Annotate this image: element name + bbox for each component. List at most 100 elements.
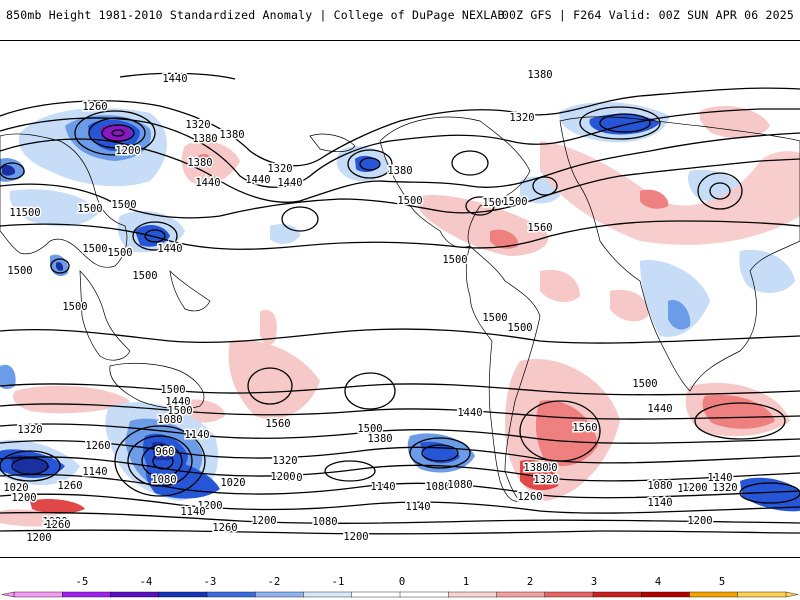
colorbar-tick-label: -3 xyxy=(204,576,217,588)
coastline xyxy=(309,133,356,153)
colorbar-arrow-right xyxy=(785,591,799,598)
contour-label: 1500 xyxy=(132,270,157,282)
contour-label: 1080 xyxy=(647,480,672,492)
anomaly-blob xyxy=(13,385,130,414)
contour-label: 1080 xyxy=(312,516,337,528)
contour-label: 1440 xyxy=(457,407,482,419)
anomaly-blob xyxy=(0,364,16,390)
anomaly-blob xyxy=(2,164,16,176)
contour-ring xyxy=(127,435,193,487)
contour-line xyxy=(0,473,800,499)
anomaly-blob xyxy=(699,106,770,139)
contour-line xyxy=(0,383,800,396)
contour-line xyxy=(0,529,800,535)
contour-label: 1500 xyxy=(357,423,382,435)
colorbar-segment xyxy=(158,591,208,598)
contour-label: 1500 xyxy=(482,197,507,209)
contour-ring xyxy=(344,372,396,410)
contour-line xyxy=(0,423,800,444)
contour-ring xyxy=(465,196,495,216)
contour-label: 1500 xyxy=(77,203,102,215)
colorbar-tick-label: 2 xyxy=(527,576,533,588)
map-panel: 1440 1380 1260 1320 1380 1200 1380 1320 1440 1440… xyxy=(0,40,800,558)
anomaly-blob xyxy=(668,300,691,330)
colorbar-tick-label: -4 xyxy=(140,576,153,588)
coastline xyxy=(0,133,128,268)
contour-ring xyxy=(132,221,178,251)
contour-ring xyxy=(709,182,731,200)
contour-label: 1260 xyxy=(677,483,702,495)
colorbar-segments xyxy=(1,591,799,598)
contour-label: 1320 xyxy=(267,163,292,175)
contour-label: 1140 xyxy=(180,506,205,518)
anomaly-blob xyxy=(56,262,64,271)
anomaly-blob xyxy=(355,155,380,173)
map-title: 850mb Height 1981-2010 Standardized Anom… xyxy=(6,8,505,22)
anomaly-map: 1440 1380 1260 1320 1380 1200 1380 1320 1440 1440… xyxy=(0,68,800,546)
colorbar-segment xyxy=(62,591,112,598)
contour-ring xyxy=(579,106,661,140)
coastline xyxy=(465,245,541,502)
colorbar-tick-label: -1 xyxy=(332,576,345,588)
anomaly-blob xyxy=(540,141,800,245)
contour-label: 1140 xyxy=(370,481,395,493)
colorbar-graphic: -5 -4 -3 -2 -1 0 1 2 3 4 5 xyxy=(1,576,799,598)
contour-label: 1380 xyxy=(192,133,217,145)
anomaly-blob xyxy=(490,229,519,249)
anomaly-blob xyxy=(540,269,580,303)
contour-label: 1320 xyxy=(712,482,737,494)
colorbar-arrow-left xyxy=(1,591,15,598)
contour-label: 1560 xyxy=(572,422,597,434)
colorbar-segment xyxy=(641,591,691,598)
contour-label: 1320 xyxy=(185,119,210,131)
contour-label: 1080 xyxy=(425,481,450,493)
contour-ring xyxy=(359,157,381,171)
anomaly-blob xyxy=(9,189,100,227)
contour-ring xyxy=(50,258,70,274)
contour-ring xyxy=(144,229,166,243)
contour-label: 1440 xyxy=(195,177,220,189)
contour-label: 1440 xyxy=(647,403,672,415)
contour-label: 1080 xyxy=(151,474,176,486)
colorbar-segment xyxy=(399,591,449,598)
contour-label: 1380 xyxy=(387,165,412,177)
contour-label: 1260 xyxy=(517,491,542,503)
anomaly-blob xyxy=(270,224,300,244)
coastline xyxy=(559,116,800,392)
contour-line xyxy=(0,132,800,203)
contour-label: 1020 xyxy=(42,516,67,528)
colorbar-tick-label: 4 xyxy=(655,576,661,588)
contour-label: 1200 xyxy=(197,500,222,512)
contour-label: 1500 xyxy=(502,196,527,208)
contour-label: 1380 xyxy=(367,433,392,445)
contour-line xyxy=(0,328,800,344)
contour-label: 1200 xyxy=(26,532,51,544)
contour-label: 1500 xyxy=(82,243,107,255)
contour-line xyxy=(0,456,800,482)
colorbar: -5 -4 -3 -2 -1 0 1 2 3 4 5 xyxy=(0,572,800,600)
contour-label: 1500 xyxy=(167,405,192,417)
colorbar-segment xyxy=(544,591,594,598)
contour-ring xyxy=(88,117,146,149)
contour-label: 1440 xyxy=(162,73,187,85)
contour-label: 1500 xyxy=(7,265,32,277)
contour-label: 1200 xyxy=(343,531,368,543)
contour-label: 1380 xyxy=(219,129,244,141)
contour-label: 1260 xyxy=(212,522,237,534)
coastline xyxy=(109,362,205,410)
contour-label: 1320 xyxy=(272,455,297,467)
contour-label: 1500 xyxy=(9,207,34,219)
contour-label: 1200 xyxy=(11,492,36,504)
contour-ring xyxy=(0,162,25,180)
header-bar: 850mb Height 1981-2010 Standardized Anom… xyxy=(0,0,800,40)
contour-label: 1500 xyxy=(442,254,467,266)
contour-ring xyxy=(141,444,183,478)
anomaly-blob xyxy=(30,498,85,514)
contour-label: 1140 xyxy=(647,497,672,509)
contour-ring xyxy=(281,206,319,232)
contour-line xyxy=(0,493,800,514)
anomaly-blob xyxy=(740,477,800,512)
colorbar-segment xyxy=(737,591,787,598)
contour-label: 1560 xyxy=(265,418,290,430)
contour-label: 1440 xyxy=(165,396,190,408)
